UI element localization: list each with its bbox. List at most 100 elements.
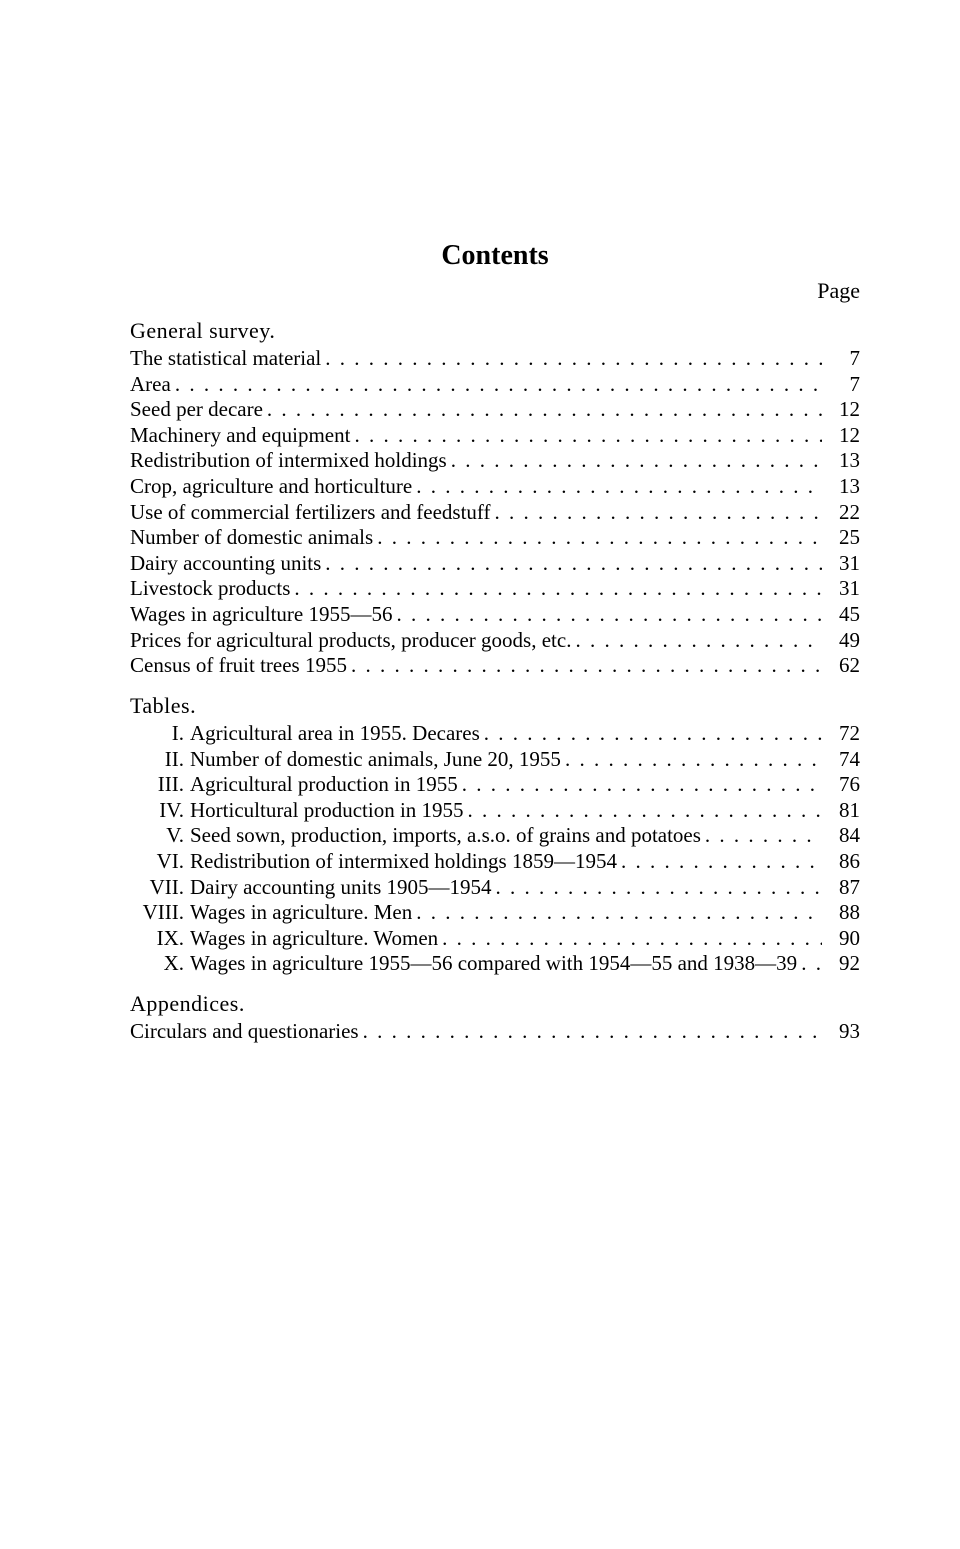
table-entry-title: Seed sown, production, imports, a.s.o. o… (190, 823, 701, 847)
toc-entry-page: 62 (826, 653, 860, 679)
table-entry-title: Horticultural production in 1955 (190, 798, 464, 822)
table-entry-label: X.Wages in agriculture 1955—56 compared … (130, 951, 797, 977)
table-entry: V.Seed sown, production, imports, a.s.o.… (130, 823, 860, 849)
tables-section: Tables. I.Agricultural area in 1955. Dec… (130, 693, 860, 977)
toc-entry-label: Prices for agricultural products, produc… (130, 628, 571, 654)
toc-entry-page: 31 (826, 576, 860, 602)
table-entry-label: VI.Redistribution of intermixed holdings… (130, 849, 617, 875)
toc-leader-dots: . . . . . . . . . . . . . . . . . . . . … (468, 798, 822, 824)
table-entry-label: VII.Dairy accounting units 1905—1954 (130, 875, 492, 901)
toc-entry-page: 13 (826, 474, 860, 500)
table-entry-page: 81 (826, 798, 860, 824)
toc-leader-dots: . . . . . . . . . . . . . . . . . . . . … (325, 551, 822, 577)
section-heading-appendices: Appendices. (130, 991, 860, 1017)
table-entry-numeral: IV. (130, 798, 190, 824)
table-entry-numeral: VIII. (130, 900, 190, 926)
toc-entry-page: 45 (826, 602, 860, 628)
table-entry-page: 90 (826, 926, 860, 952)
toc-entry-label: Machinery and equipment (130, 423, 350, 449)
toc-entry-page: 12 (826, 423, 860, 449)
table-entry-numeral: II. (130, 747, 190, 773)
toc-entry-page: 7 (826, 346, 860, 372)
appendix-entry-page: 93 (826, 1019, 860, 1045)
toc-leader-dots: . . . . . . . . . . . . . . . . . . . . … (496, 875, 822, 901)
table-entry-label: V.Seed sown, production, imports, a.s.o.… (130, 823, 701, 849)
table-entry-page: 88 (826, 900, 860, 926)
toc-entry: Area . . . . . . . . . . . . . . . . . .… (130, 372, 860, 398)
appendices-section: Appendices. Circulars and questionaries … (130, 991, 860, 1045)
table-entry-page: 74 (826, 747, 860, 773)
table-entry-numeral: IX. (130, 926, 190, 952)
table-entry-label: IV.Horticultural production in 1955 (130, 798, 464, 824)
section-heading-general-survey: General survey. (130, 318, 860, 344)
table-entry: IV.Horticultural production in 1955 . . … (130, 798, 860, 824)
table-entry: I.Agricultural area in 1955. Decares . .… (130, 721, 860, 747)
toc-entry: Census of fruit trees 1955 . . . . . . .… (130, 653, 860, 679)
toc-leader-dots: . . . . . . . . . . . . . . . . . . . . … (363, 1019, 822, 1045)
table-entry-page: 72 (826, 721, 860, 747)
table-entry: VI.Redistribution of intermixed holdings… (130, 849, 860, 875)
toc-leader-dots: . . . . . . . . . . . . . . . . . . . . … (175, 372, 822, 398)
contents-page: Contents Page General survey. The statis… (0, 0, 960, 1045)
toc-entry-page: 49 (826, 628, 860, 654)
section-heading-tables: Tables. (130, 693, 860, 719)
table-entry-numeral: V. (130, 823, 190, 849)
toc-entry: Number of domestic animals . . . . . . .… (130, 525, 860, 551)
table-entry-page: 92 (826, 951, 860, 977)
table-entry: III.Agricultural production in 1955 . . … (130, 772, 860, 798)
toc-leader-dots: . . . . . . . . . . . . . . . . . . . . … (801, 951, 822, 977)
toc-entry-page: 13 (826, 448, 860, 474)
table-entry-page: 76 (826, 772, 860, 798)
toc-entry: Use of commercial fertilizers and feedst… (130, 500, 860, 526)
toc-entry-label: Use of commercial fertilizers and feedst… (130, 500, 491, 526)
table-entry-title: Agricultural area in 1955. Decares (190, 721, 480, 745)
toc-entry-label: Dairy accounting units (130, 551, 321, 577)
toc-entry: Wages in agriculture 1955—56 . . . . . .… (130, 602, 860, 628)
table-entry-title: Dairy accounting units 1905—1954 (190, 875, 492, 899)
table-entry-title: Number of domestic animals, June 20, 195… (190, 747, 561, 771)
table-entry-title: Redistribution of intermixed holdings 18… (190, 849, 617, 873)
table-entry: VII.Dairy accounting units 1905—1954 . .… (130, 875, 860, 901)
toc-entry: Redistribution of intermixed holdings . … (130, 448, 860, 474)
toc-leader-dots: . . . . . . . . . . . . . . . . . . . . … (416, 474, 822, 500)
table-entry-numeral: VI. (130, 849, 190, 875)
toc-entry-label: Number of domestic animals (130, 525, 373, 551)
toc-leader-dots: . . . . . . . . . . . . . . . . . . . . … (495, 500, 822, 526)
toc-leader-dots: . . . . . . . . . . . . . . . . . . . . … (575, 628, 822, 654)
contents-title: Contents (130, 240, 860, 272)
toc-entry-page: 7 (826, 372, 860, 398)
toc-leader-dots: . . . . . . . . . . . . . . . . . . . . … (354, 423, 822, 449)
toc-leader-dots: . . . . . . . . . . . . . . . . . . . . … (267, 397, 822, 423)
table-entry-label: II.Number of domestic animals, June 20, … (130, 747, 561, 773)
toc-entry-label: Census of fruit trees 1955 (130, 653, 347, 679)
toc-entry-label: Seed per decare (130, 397, 263, 423)
table-entry-title: Wages in agriculture 1955—56 compared wi… (190, 951, 797, 975)
toc-leader-dots: . . . . . . . . . . . . . . . . . . . . … (294, 576, 822, 602)
table-entry: II.Number of domestic animals, June 20, … (130, 747, 860, 773)
toc-leader-dots: . . . . . . . . . . . . . . . . . . . . … (484, 721, 822, 747)
table-entry: VIII.Wages in agriculture. Men . . . . .… (130, 900, 860, 926)
toc-entry-label: Wages in agriculture 1955—56 (130, 602, 393, 628)
toc-entry-page: 31 (826, 551, 860, 577)
toc-leader-dots: . . . . . . . . . . . . . . . . . . . . … (325, 346, 822, 372)
table-entry-page: 86 (826, 849, 860, 875)
toc-entry: Seed per decare . . . . . . . . . . . . … (130, 397, 860, 423)
toc-entry-label: Livestock products (130, 576, 290, 602)
table-entry-numeral: VII. (130, 875, 190, 901)
toc-leader-dots: . . . . . . . . . . . . . . . . . . . . … (621, 849, 822, 875)
toc-leader-dots: . . . . . . . . . . . . . . . . . . . . … (416, 900, 822, 926)
toc-entry: The statistical material . . . . . . . .… (130, 346, 860, 372)
table-entry-label: III.Agricultural production in 1955 (130, 772, 458, 798)
table-entry-title: Agricultural production in 1955 (190, 772, 458, 796)
table-entry-title: Wages in agriculture. Women (190, 926, 438, 950)
table-entry-numeral: III. (130, 772, 190, 798)
table-entry-page: 84 (826, 823, 860, 849)
table-entry-label: I.Agricultural area in 1955. Decares (130, 721, 480, 747)
table-entry-numeral: I. (130, 721, 190, 747)
toc-entry: Crop, agriculture and horticulture . . .… (130, 474, 860, 500)
page-column-label: Page (130, 278, 860, 304)
table-entry-label: IX.Wages in agriculture. Women (130, 926, 438, 952)
toc-entry-page: 22 (826, 500, 860, 526)
toc-entry: Livestock products . . . . . . . . . . .… (130, 576, 860, 602)
toc-leader-dots: . . . . . . . . . . . . . . . . . . . . … (442, 926, 822, 952)
